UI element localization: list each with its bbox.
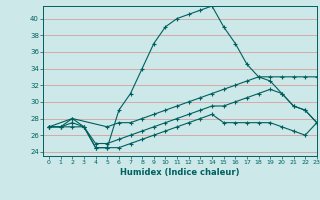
- X-axis label: Humidex (Indice chaleur): Humidex (Indice chaleur): [120, 168, 240, 177]
